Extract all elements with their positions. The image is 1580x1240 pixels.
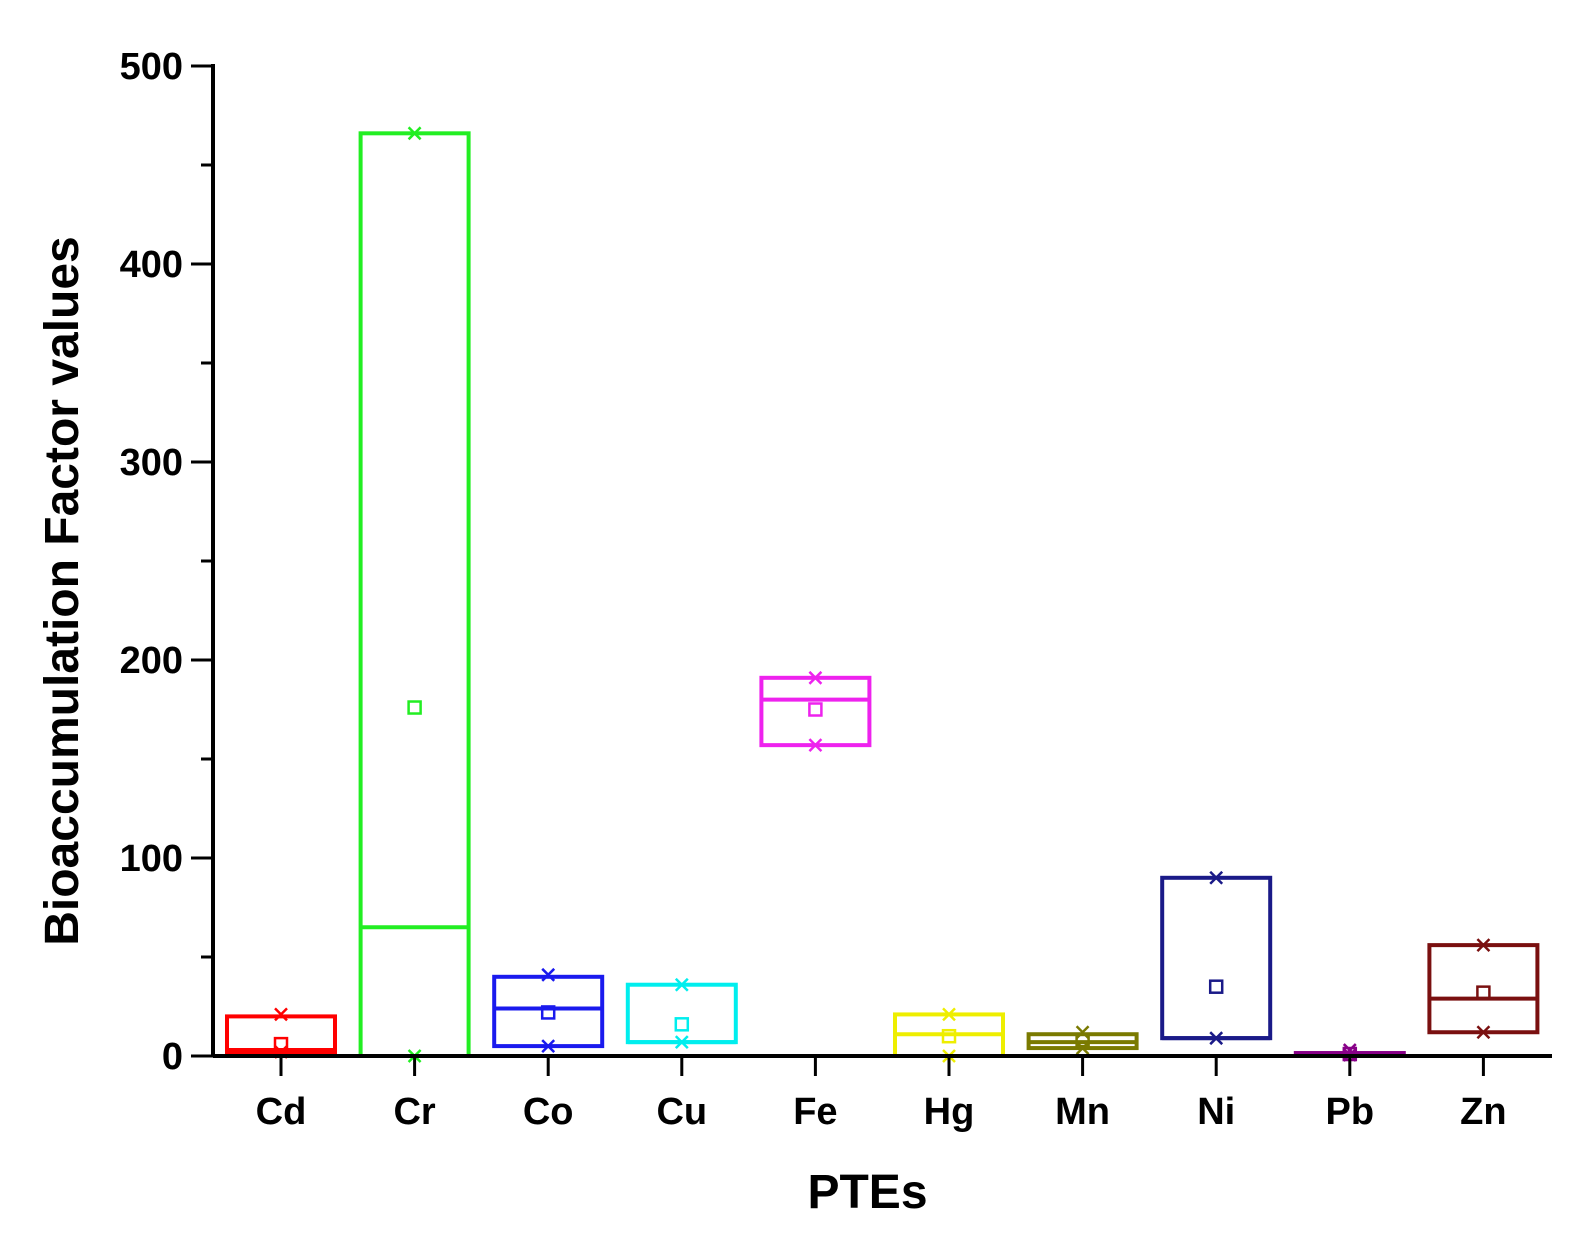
extreme-marker	[674, 977, 689, 992]
extreme-marker	[407, 126, 422, 141]
mean-marker	[674, 1017, 690, 1032]
mean-marker	[941, 1028, 957, 1044]
mean-marker	[273, 1036, 289, 1052]
extreme-marker	[1476, 938, 1491, 953]
x-tick-label: Co	[523, 1091, 574, 1133]
x-tick-label: Ni	[1197, 1091, 1235, 1133]
mean-marker	[1075, 1032, 1090, 1048]
mean-marker	[540, 1005, 556, 1020]
box-zn	[1427, 938, 1540, 1040]
extreme-marker	[541, 1039, 556, 1053]
box-mn	[1026, 1025, 1139, 1055]
box-rect	[625, 982, 738, 1045]
axes-layer	[211, 64, 1552, 1058]
y-tick-label: 0	[162, 1036, 183, 1078]
y-tick-label: 400	[120, 244, 183, 286]
y-tick-label: 200	[120, 640, 183, 682]
x-axis-title: PTEs	[807, 1166, 927, 1219]
box-hg	[893, 1007, 1005, 1063]
box-co	[492, 967, 605, 1053]
extreme-marker	[1075, 1025, 1090, 1040]
x-tick-label: Cr	[393, 1091, 435, 1133]
mean-marker	[808, 702, 823, 717]
extreme-marker	[808, 670, 823, 685]
x-tick-label: Pb	[1326, 1091, 1375, 1133]
x-tick-label: Fe	[793, 1091, 837, 1133]
x-tick-label: Cd	[256, 1091, 307, 1133]
y-tick-label: 500	[120, 46, 183, 88]
box-rect	[759, 675, 872, 748]
box-cr	[358, 126, 471, 1063]
extreme-marker	[942, 1007, 956, 1022]
extreme-marker	[808, 738, 823, 753]
extreme-marker	[274, 1007, 288, 1022]
box-rect	[358, 131, 471, 1058]
extreme-marker	[1476, 1025, 1491, 1040]
extreme-marker	[674, 1035, 689, 1050]
extreme-marker	[1209, 870, 1224, 885]
x-tick-label: Mn	[1055, 1091, 1110, 1133]
x-tick-label: Hg	[924, 1091, 975, 1133]
box-cd	[225, 1007, 337, 1059]
extreme-marker	[541, 967, 556, 982]
mean-marker	[1208, 979, 1224, 994]
y-tick-label: 300	[120, 442, 183, 484]
x-tick-label: Zn	[1460, 1091, 1506, 1133]
box-ni	[1160, 870, 1273, 1046]
y-tick-label: 100	[120, 838, 183, 880]
y-ticks: 0 100 200 300 400 500	[120, 46, 213, 1078]
box-cu	[625, 977, 738, 1050]
mean-marker	[407, 700, 422, 715]
extreme-marker	[1075, 1041, 1090, 1055]
box-rect	[492, 974, 605, 1049]
box-fe	[759, 670, 872, 753]
box-rect	[1427, 943, 1540, 1035]
y-axis-title: Bioaccumulation Factor values	[36, 236, 89, 946]
x-tick-label: Cu	[656, 1091, 707, 1133]
x-ticks: Cd Cr Co Cu Fe Hg Mn Ni Pb Zn	[256, 1056, 1507, 1133]
boxes-layer	[225, 126, 1540, 1063]
box-rect	[1160, 875, 1273, 1041]
extreme-marker	[1209, 1031, 1224, 1046]
mean-marker	[1476, 985, 1491, 1000]
box-rect	[225, 1014, 337, 1055]
